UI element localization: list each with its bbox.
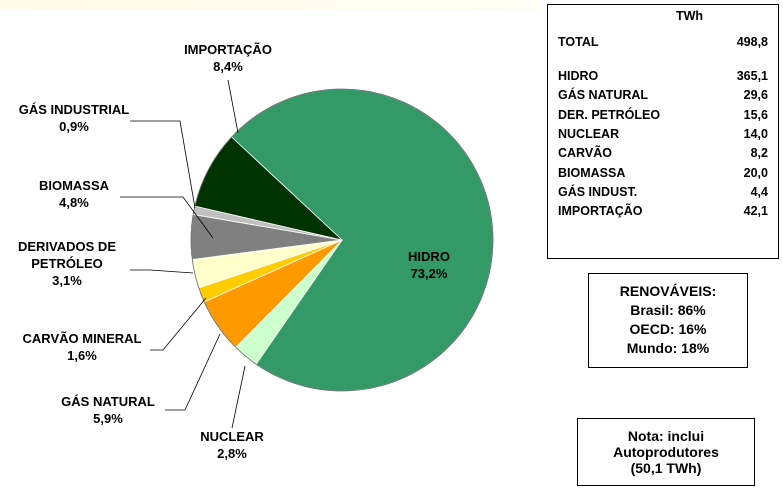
row-label: HIDRO (558, 69, 599, 83)
slice-label: GÁS NATURAL 5,9% (43, 393, 173, 427)
note-line: Autoprodutores (613, 444, 719, 460)
renewables-line: Mundo: 18% (626, 340, 710, 356)
table-row: IMPORTAÇÃO 42,1 (558, 204, 768, 222)
slice-value: 1,6% (67, 348, 97, 363)
leader-line (165, 333, 221, 411)
note-box: Nota: inclui Autoprodutores (50,1 TWh) (577, 418, 755, 486)
slice-name: NUCLEAR (200, 429, 264, 444)
row-value: 8,2 (750, 146, 768, 161)
leader-line (150, 297, 207, 351)
row-value: 20,0 (743, 165, 768, 180)
row-label: NUCLEAR (558, 126, 620, 141)
slice-value: 2,8% (217, 446, 247, 461)
renewables-line: OECD: 16% (629, 321, 707, 337)
slice-label: HIDRO 73,2% (364, 248, 494, 282)
slice-value: 4,8% (59, 195, 89, 210)
row-label: IMPORTAÇÃO (558, 204, 643, 219)
slice-name: HIDRO (408, 249, 450, 264)
row-label: GÁS NATURAL (558, 88, 649, 103)
renewables-box: RENOVÁVEIS: Brasil: 86% OECD: 16% Mundo: 18… (588, 273, 748, 368)
slice-label: NUCLEAR 2,8% (167, 428, 297, 462)
row-label: GÁS INDUST. (558, 184, 638, 199)
slice-label: DERIVADOS DE PETRÓLEO 3,1% (17, 238, 117, 289)
renewables-line: RENOVÁVEIS: (619, 283, 717, 299)
slice-name: BIOMASSA (38, 178, 110, 193)
slice-value: 73,2% (410, 266, 448, 281)
row-value: 365,1 (736, 69, 768, 83)
row-label: DER. PETRÓLEO (558, 107, 661, 122)
slice-value: 5,9% (93, 411, 123, 426)
table-row: GÁS NATURAL 29,6 (558, 88, 768, 106)
slice-label: BIOMASSA 4,8% (9, 177, 139, 211)
table-header: TWh (676, 9, 704, 23)
row-value: 15,6 (743, 107, 768, 122)
row-value: 29,6 (743, 88, 768, 103)
slice-value: 3,1% (52, 273, 82, 288)
row-value: 42,1 (743, 204, 768, 219)
slice-name: IMPORTAÇÃO (184, 42, 272, 57)
top-band (0, 0, 540, 10)
row-label: TOTAL (558, 35, 599, 49)
leader-line (130, 120, 196, 209)
slice-label: CARVÃO MINERAL 1,6% (17, 330, 147, 364)
row-value: 498,8 (736, 35, 768, 49)
table-row: GÁS INDUST. 4,4 (558, 185, 768, 203)
leader-line (130, 269, 194, 274)
slice-value: 0,9% (59, 119, 89, 134)
table-row: TOTAL 498,8 (558, 35, 768, 53)
note-line: (50,1 TWh) (630, 460, 702, 476)
slice-name: GÁS NATURAL (61, 394, 155, 409)
note-line: Nota: inclui (627, 428, 705, 444)
table-row: BIOMASSA 20,0 (558, 166, 768, 184)
pie-outline (190, 88, 494, 392)
row-label: BIOMASSA (558, 165, 626, 180)
data-table: TWh TOTAL 498,8 HIDRO 365,1 GÁS NATURAL 29,6 D… (547, 4, 779, 259)
slice-label: GÁS INDUSTRIAL 0,9% (9, 101, 139, 135)
renewables-line: Brasil: 86% (630, 302, 706, 318)
leader-line (120, 196, 214, 239)
row-value: 4,4 (750, 184, 768, 199)
slice-name: DERIVADOS DE PETRÓLEO (18, 239, 116, 271)
table-row: NUCLEAR 14,0 (558, 127, 768, 145)
slice-value: 8,4% (213, 59, 243, 74)
table-row: CARVÃO 8,2 (558, 146, 768, 164)
slice-name: GÁS INDUSTRIAL (18, 102, 130, 117)
table-row: HIDRO 365,1 (558, 69, 768, 87)
table-row: DER. PETRÓLEO 15,6 (558, 108, 768, 126)
leader-line (227, 79, 239, 134)
slice-label: IMPORTAÇÃO 8,4% (163, 41, 293, 75)
row-value: 14,0 (743, 126, 768, 141)
leader-line (231, 365, 246, 429)
slice-name: CARVÃO MINERAL (22, 331, 142, 346)
row-label: CARVÃO (558, 146, 612, 161)
